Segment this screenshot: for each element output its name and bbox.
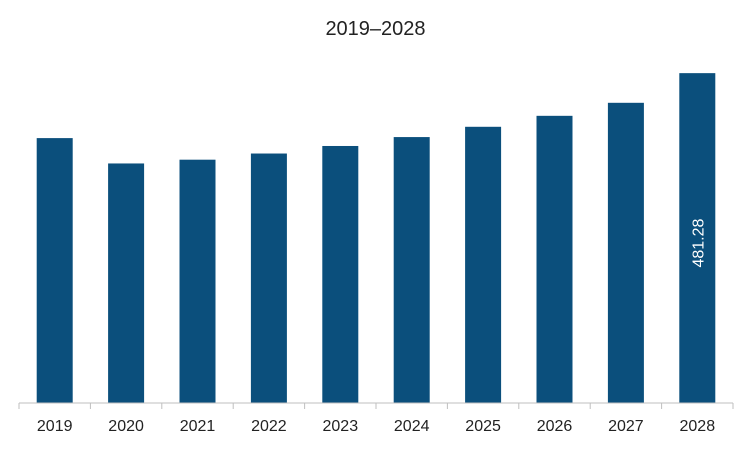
tick-label-2023: 2023 (323, 418, 359, 435)
bar-2025 (465, 126, 502, 403)
tick-label-2022: 2022 (251, 418, 287, 435)
tick-labels-group: 2019 2020 2021 2022 2023 2024 2025 2026 2027 2028 (37, 418, 715, 435)
tick-label-2026: 2026 (537, 418, 573, 435)
tick-label-2028: 2028 (680, 418, 716, 435)
bars-group (36, 73, 716, 404)
tick-label-2025: 2025 (465, 418, 501, 435)
bar-2021 (179, 159, 216, 403)
tick-label-2019: 2019 (37, 418, 73, 435)
x-axis (18, 402, 734, 409)
bar-2026 (536, 115, 573, 403)
bar-2023 (322, 145, 359, 404)
bar-2020 (108, 163, 145, 403)
bar-2024 (393, 137, 430, 403)
tick-label-2027: 2027 (608, 418, 644, 435)
data-label-2028: 481.28 (690, 219, 707, 268)
bar-2019 (36, 138, 73, 403)
bar-2022 (250, 153, 287, 403)
tick-label-2021: 2021 (180, 418, 216, 435)
bar-2027 (607, 102, 644, 403)
data-labels-group: 481.28 (690, 219, 707, 268)
tick-label-2020: 2020 (108, 418, 144, 435)
bar-2028 (679, 73, 716, 403)
tick-label-2024: 2024 (394, 418, 430, 435)
chart-title: 2019–2028 (325, 18, 426, 40)
